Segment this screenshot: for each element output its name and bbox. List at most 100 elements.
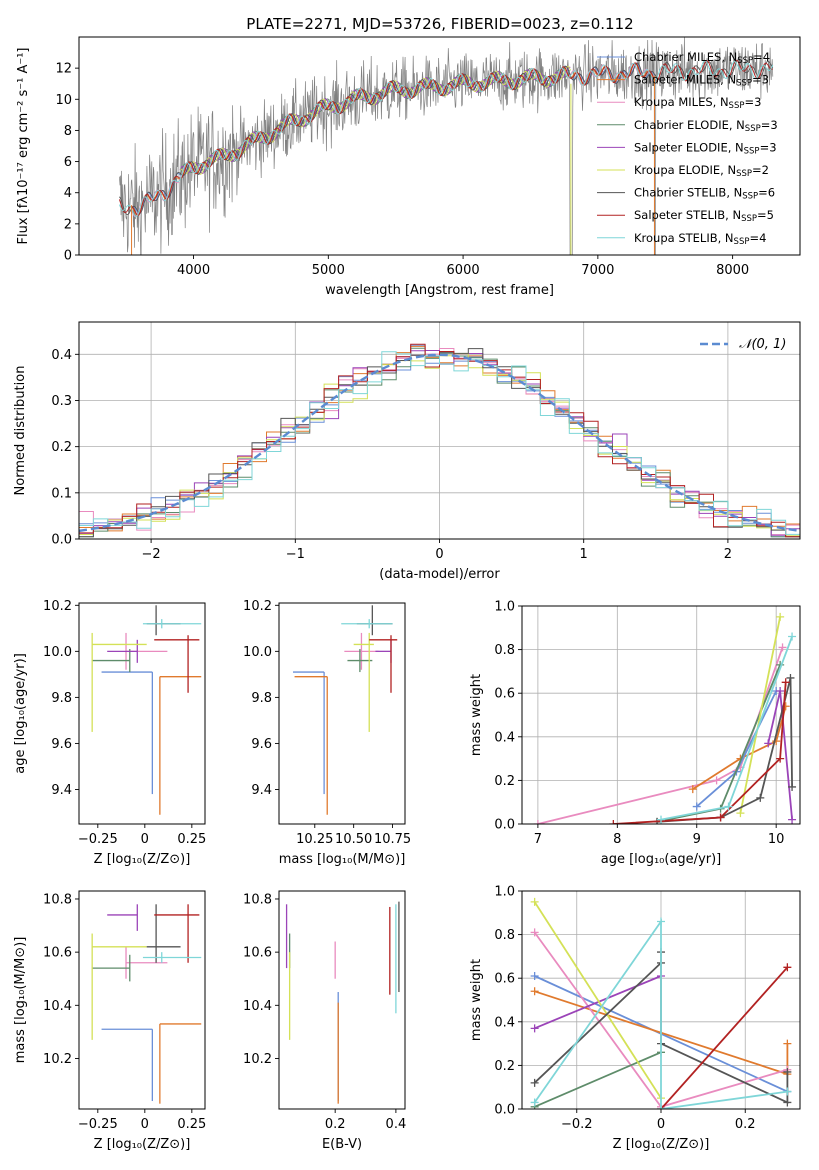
marker-chabrier_stelib <box>786 673 795 682</box>
marker-chabrier_miles <box>530 972 539 981</box>
x-tick-label: 0.2 <box>325 1117 346 1132</box>
marker-kroupa_stelib <box>657 1105 665 1109</box>
marker-chabrier_stelib <box>530 1078 539 1087</box>
y-tick-label: 0.4 <box>51 348 72 363</box>
x-tick-label: 10.25 <box>296 832 333 847</box>
histogram-panel: −2 −1 0 1 2 0.0 0.1 0.2 0.3 0.4 (data-model)/error… <box>13 321 801 582</box>
y-tick-label: 10.4 <box>43 999 72 1014</box>
y-tick-label: 0.2 <box>51 440 72 455</box>
y-tick-label: 10.8 <box>243 892 272 907</box>
x-axis-label: Z [log₁₀(Z/Z⊙)] <box>613 1137 710 1152</box>
y-tick-label: 0.3 <box>51 394 72 409</box>
y-tick-label: 10 <box>55 93 72 108</box>
x-tick-label: 7000 <box>581 263 614 278</box>
y-tick-label: 0.2 <box>494 1059 515 1074</box>
x-tick-label: 9 <box>693 832 701 847</box>
legend-label-salpeter_stelib: Salpeter STELIB, NSSP=5 <box>634 208 774 224</box>
massweight-vs-Z-plot-area <box>530 897 792 1109</box>
y-axis-label: Normed distribution <box>13 366 28 496</box>
y-tick-label: 0.8 <box>494 643 515 658</box>
marker-salpeter_stelib <box>609 820 618 824</box>
y-axis-label: mass weight <box>469 959 484 1041</box>
x-axis-label: Z [log₁₀(Z/Z⊙)] <box>94 1137 191 1152</box>
y-tick-label: 12 <box>55 62 72 77</box>
marker-kroupa_elodie <box>776 612 785 621</box>
y-tick-label: 10.8 <box>43 892 72 907</box>
errorbar-salpeter_elodie <box>107 904 138 931</box>
x-tick-label: 6000 <box>447 263 480 278</box>
age-vs-Z-panel: −0.25 0 0.25 9.4 9.6 9.8 10.0 10.2 Z [log₁₀(Z/Z⊙… <box>13 599 206 867</box>
errorbar-chabrier_miles <box>101 1028 153 1102</box>
x-tick-label: 10.75 <box>374 832 411 847</box>
errorbar-salpeter_miles <box>159 1023 202 1104</box>
marker-kroupa_stelib <box>724 802 733 811</box>
x-tick-label: 10.50 <box>335 832 372 847</box>
massweight-vs-age-panel: 7 8 9 10 0.0 0.2 0.4 0.6 0.8 1.0 age [log₁₀(age/yr… <box>469 600 801 867</box>
marker-kroupa_stelib <box>530 1098 539 1107</box>
y-tick-label: 10.6 <box>243 946 272 961</box>
marker-salpeter_elodie <box>788 815 797 824</box>
legend-label-chabrier_miles: Chabrier MILES, NSSP=4 <box>634 50 770 66</box>
marker-salpeter_miles <box>783 1039 792 1048</box>
y-tick-label: 9.4 <box>251 783 272 798</box>
y-tick-label: 8 <box>64 124 72 139</box>
marker-kroupa_stelib <box>657 917 665 926</box>
errorbar-salpeter_elodie <box>107 639 138 663</box>
x-tick-label: 7 <box>534 832 542 847</box>
x-tick-label: −1 <box>286 547 305 562</box>
x-tick-label: 5000 <box>312 263 345 278</box>
x-tick-label: −0.2 <box>561 1117 593 1132</box>
marker-kroupa_miles <box>778 643 787 652</box>
series-chabrier_miles <box>696 690 778 808</box>
series-salpeter_stelib <box>660 966 789 1109</box>
marker-chabrier_stelib <box>756 793 765 802</box>
legend-label-salpeter_elodie: Salpeter ELODIE, NSSP=3 <box>634 140 777 156</box>
x-tick-label: 8 <box>613 832 621 847</box>
series-salpeter_elodie <box>534 975 662 1030</box>
legend-label-chabrier_stelib: Chabrier STELIB, NSSP=6 <box>634 186 775 202</box>
y-tick-label: 0.0 <box>51 533 72 548</box>
errorbar-chabrier_elodie <box>92 649 131 673</box>
x-axis-label: E(B-V) <box>322 1137 362 1152</box>
errorbar-chabrier_stelib <box>146 605 181 636</box>
marker-salpeter_elodie <box>530 1024 539 1033</box>
marker-kroupa_miles <box>533 820 542 824</box>
y-axis-label: mass weight <box>469 674 484 756</box>
x-tick-label: 0.2 <box>735 1117 756 1132</box>
x-tick-label: 1 <box>580 547 588 562</box>
marker-salpeter_miles <box>688 785 697 794</box>
x-axis-label: age [log₁₀(age/yr)] <box>601 852 722 867</box>
y-tick-label: 0.0 <box>494 818 515 833</box>
y-tick-label: 9.6 <box>251 737 272 752</box>
x-tick-label: 0.4 <box>386 1117 407 1132</box>
x-axis-label: wavelength [Angstrom, rest frame] <box>325 283 554 298</box>
legend-label-normal: 𝒩(0, 1) <box>739 337 786 352</box>
mass-vs-ebv-plot-area <box>285 901 400 1104</box>
legend-label-chabrier_elodie: Chabrier ELODIE, NSSP=3 <box>634 118 778 134</box>
age-vs-mass-plot-area <box>293 605 398 815</box>
y-tick-label: 9.8 <box>51 691 72 706</box>
y-tick-label: 10.4 <box>243 999 272 1014</box>
massweight-vs-age-plot-area <box>533 612 797 824</box>
x-tick-label: 2 <box>724 547 732 562</box>
x-tick-label: −0.25 <box>78 1117 118 1132</box>
histogram-salpeter_stelib <box>79 343 800 538</box>
series-kroupa_stelib <box>533 918 788 1109</box>
model-spectrum-chabrier_stelib <box>119 59 774 216</box>
legend-label-kroupa_stelib: Kroupa STELIB, NSSP=4 <box>634 231 766 247</box>
y-tick-label: 9.6 <box>51 737 72 752</box>
errorbar-chabrier_stelib <box>356 605 393 636</box>
axes-frame <box>278 890 406 1110</box>
massweight-vs-Z-panel: −0.2 0 0.2 0.0 0.2 0.4 0.6 0.8 1.0 Z [log₁₀(Z/Z⊙)… <box>469 885 801 1152</box>
y-axis-label: mass [log₁₀(M/M⊙)] <box>13 937 28 1064</box>
axes-frame <box>521 605 801 825</box>
y-tick-label: 0.8 <box>494 928 515 943</box>
x-axis-label: mass [log₁₀(M/M⊙)] <box>279 852 406 867</box>
legend-label-kroupa_elodie: Kroupa ELODIE, NSSP=2 <box>634 163 769 179</box>
y-tick-label: 10.2 <box>43 599 72 614</box>
y-axis-label: Flux [fλ10⁻¹⁷ erg cm⁻² s⁻¹ A⁻¹] <box>16 48 31 245</box>
x-tick-label: 0 <box>657 1117 665 1132</box>
x-tick-label: −0.25 <box>78 832 118 847</box>
y-tick-label: 9.4 <box>51 783 72 798</box>
